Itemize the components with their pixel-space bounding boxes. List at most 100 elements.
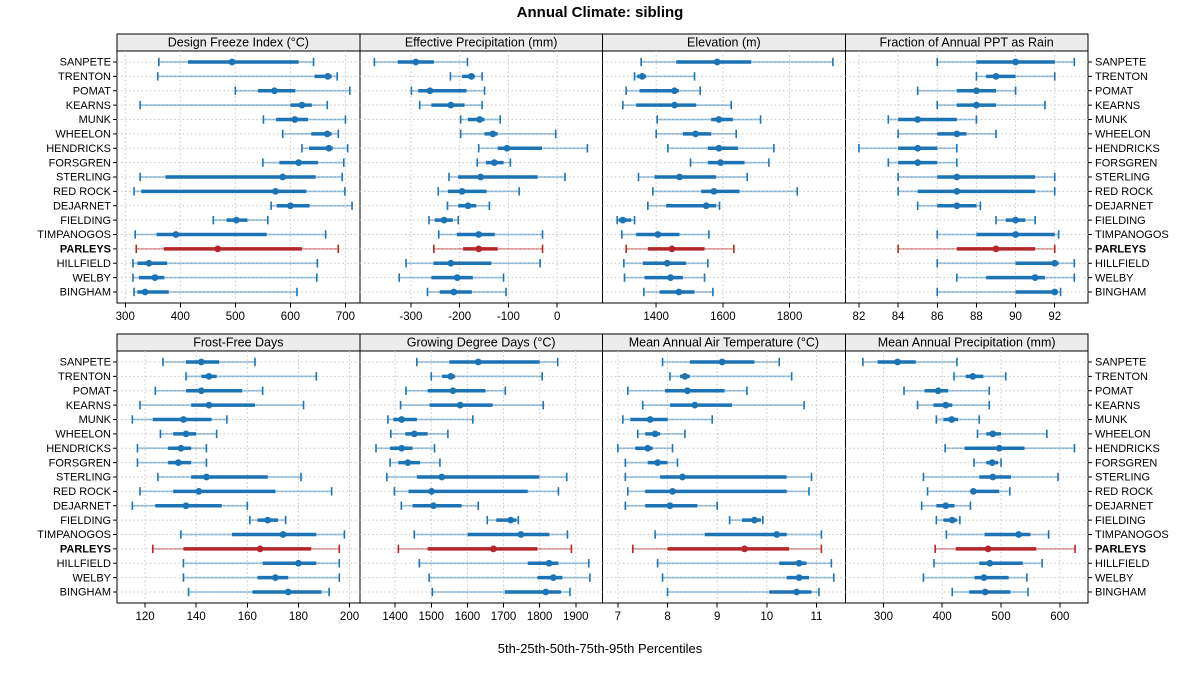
percentile-row-parleys — [934, 544, 1076, 554]
station-label-left: PARLEYS — [60, 244, 111, 256]
station-label-right: PARLEYS — [1095, 244, 1146, 256]
panel-effective-precipitation-mm: Effective Precipitation (mm) -300 -200 -100… — [359, 33, 603, 323]
x-tick-label: 140 — [187, 611, 206, 623]
station-label-left: WELBY — [72, 272, 111, 284]
page-title: Annual Climate: sibling — [516, 4, 684, 21]
percentile-row-fielding — [995, 215, 1036, 225]
percentile-row-munk — [131, 415, 228, 424]
percentile-row-kearns — [622, 100, 733, 110]
percentile-row-trenton — [975, 72, 1056, 81]
percentile-row-welby — [182, 573, 341, 582]
percentile-row-hendricks — [858, 144, 958, 153]
station-label-left: SANPETE — [60, 357, 111, 369]
percentile-row-sanpete — [640, 57, 834, 67]
percentile-row-sterling — [897, 172, 1056, 182]
percentile-row-trenton — [449, 72, 483, 81]
percentile-row-pomat — [405, 386, 507, 395]
x-tick-label: 180 — [289, 611, 308, 623]
percentile-row-welby — [661, 573, 835, 582]
station-label-right: MUNK — [1095, 114, 1128, 126]
percentile-row-wheelon — [390, 429, 449, 439]
x-tick-label: 400 — [171, 311, 190, 323]
x-tick-label: 1800 — [777, 311, 803, 323]
percentile-row-pomat — [410, 86, 486, 95]
station-label-right: WELBY — [1095, 572, 1134, 584]
station-label-left: FIELDING — [60, 215, 111, 227]
panel-strip-title: Effective Precipitation (mm) — [405, 36, 558, 50]
percentile-row-trenton — [953, 372, 1007, 381]
percentile-row-hendricks — [944, 444, 1076, 453]
station-label-left: KEARNS — [66, 100, 111, 112]
percentile-row-hillfield — [656, 559, 833, 568]
percentiles-caption: 5th-25th-50th-75th-95th Percentiles — [497, 641, 703, 656]
panel-strip-title: Fraction of Annual PPT as Rain — [880, 36, 1054, 50]
station-label-right: PARLEYS — [1095, 544, 1146, 556]
percentile-row-fielding — [249, 515, 287, 525]
station-label-right: FORSGREN — [1095, 157, 1157, 169]
percentile-row-trenton — [430, 372, 543, 381]
percentile-row-wheelon — [636, 429, 686, 439]
percentile-row-sterling — [157, 472, 302, 482]
percentile-row-pomat — [916, 86, 1017, 95]
percentile-row-kearns — [936, 100, 1046, 110]
panel-growing-degree-days-c: Growing Degree Days (°C) 1400 1500 1600 1700… — [359, 333, 603, 623]
percentile-row-timpanogos — [180, 530, 346, 539]
station-label-left: STERLING — [56, 472, 111, 484]
station-label-right: SANPETE — [1095, 57, 1146, 69]
x-tick-label: 1600 — [455, 611, 481, 623]
x-tick-label: 7 — [615, 611, 621, 623]
percentile-row-welby — [132, 273, 318, 282]
x-tick-label: 700 — [336, 311, 355, 323]
percentile-row-timpanogos — [945, 530, 1050, 539]
station-label-left: FORSGREN — [49, 457, 111, 469]
x-tick-label: 92 — [1048, 311, 1061, 323]
percentile-row-munk — [387, 415, 474, 424]
panel-mean-annual-precipitation-mm: Mean Annual Precipitation (mm) 300 400 500 6… — [844, 333, 1092, 623]
x-tick-label: 88 — [970, 311, 983, 323]
percentile-row-wheelon — [655, 129, 738, 139]
station-label-right: HILLFIELD — [1095, 558, 1149, 570]
station-label-left: WHEELON — [55, 429, 111, 441]
station-label-right: HENDRICKS — [1095, 143, 1160, 155]
percentile-row-red-rock — [627, 487, 810, 496]
percentile-row-welby — [956, 273, 1076, 282]
percentile-row-red-rock — [139, 487, 333, 496]
percentile-row-red-rock — [652, 187, 799, 196]
percentile-row-parleys — [135, 244, 340, 254]
station-label-left: RED ROCK — [53, 186, 112, 198]
percentile-row-pomat — [903, 386, 991, 395]
x-tick-label: 600 — [281, 311, 300, 323]
percentile-row-forsgren — [262, 158, 345, 167]
x-tick-label: 82 — [853, 311, 866, 323]
station-labels: SANPETE SANPETE TRENTON TRENTON POMAT POMAT KE… — [37, 57, 1169, 599]
panel-strip-title: Growing Degree Days (°C) — [407, 336, 556, 350]
percentile-row-trenton — [156, 72, 338, 81]
percentile-row-timpanogos — [437, 230, 544, 239]
percentile-row-trenton — [633, 72, 696, 81]
x-tick-label: 500 — [226, 311, 245, 323]
x-tick-label: 120 — [136, 611, 155, 623]
station-label-left: DEJARNET — [53, 500, 111, 512]
station-label-right: POMAT — [1095, 385, 1134, 397]
percentile-row-munk — [935, 415, 981, 424]
station-label-left: WELBY — [72, 572, 111, 584]
percentile-row-welby — [398, 273, 505, 282]
percentile-row-wheelon — [281, 129, 340, 139]
percentile-row-red-rock — [897, 187, 1056, 196]
percentile-row-hillfield — [182, 559, 341, 568]
x-tick-label: -200 — [448, 311, 471, 323]
station-label-left: BINGHAM — [60, 287, 111, 299]
percentile-row-bingham — [426, 287, 507, 297]
station-label-left: HENDRICKS — [46, 143, 111, 155]
x-tick-label: 1800 — [527, 611, 553, 623]
percentile-row-forsgren — [476, 158, 512, 167]
x-tick-label: 90 — [1009, 311, 1022, 323]
percentile-row-bingham — [936, 287, 1062, 297]
panel-strip-title: Mean Annual Precipitation (mm) — [878, 336, 1056, 350]
station-label-right: SANPETE — [1095, 357, 1146, 369]
percentile-row-bingham — [666, 587, 820, 597]
x-tick-label: 0 — [554, 311, 560, 323]
percentile-row-kearns — [139, 100, 329, 110]
panel-strip-title: Design Freeze Index (°C) — [168, 36, 309, 50]
x-tick-label: 400 — [933, 611, 952, 623]
